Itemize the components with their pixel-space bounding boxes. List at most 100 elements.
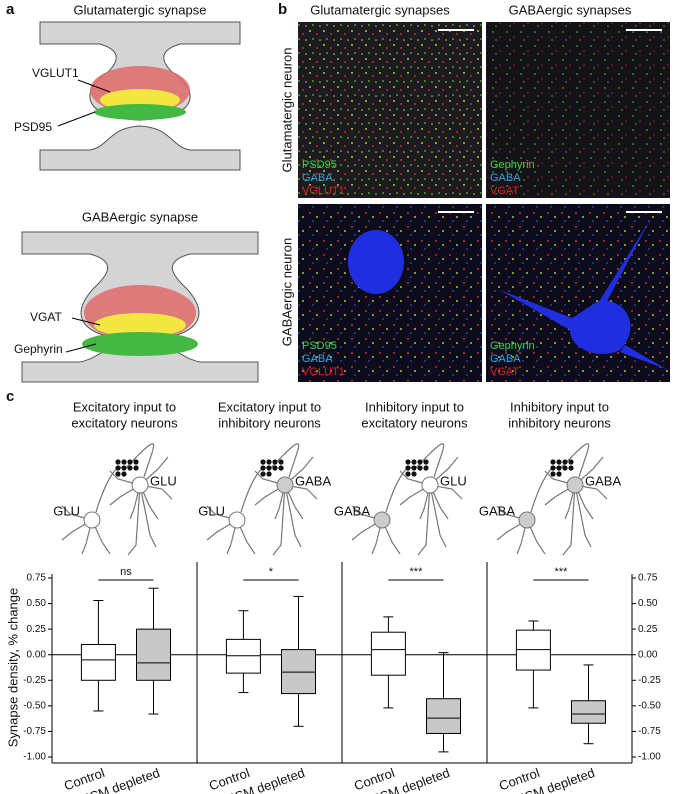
- channel-label: Gephyrin: [490, 159, 535, 171]
- dendrite: [496, 466, 560, 555]
- group-title: Excitatory input to: [218, 399, 321, 414]
- significance: ns: [120, 566, 132, 578]
- y-tick-label: -1.00: [23, 752, 46, 763]
- bouton: [272, 465, 278, 471]
- bouton: [121, 465, 127, 471]
- channel-label: PSD95: [302, 159, 337, 171]
- synapse-diagram: [21, 231, 259, 383]
- axon: [272, 456, 318, 556]
- y-axis-label: Synapse density, % change: [5, 588, 20, 747]
- micrograph: [298, 204, 482, 382]
- neuron-sketch: [206, 443, 318, 556]
- soma: [421, 476, 439, 494]
- y-tick-label: 0.75: [638, 573, 658, 584]
- cell-label: GABA: [585, 473, 621, 488]
- y-tick-label: -0.25: [23, 675, 46, 686]
- micrograph: [486, 22, 670, 198]
- bouton: [550, 465, 556, 471]
- box: [225, 638, 261, 674]
- dendrite: [206, 466, 270, 555]
- group-title: Inhibitory input to: [365, 399, 464, 414]
- bouton: [278, 459, 284, 465]
- soma: [228, 511, 246, 529]
- axon: [417, 456, 463, 556]
- channel-label: GABA: [490, 172, 521, 184]
- bouton: [127, 459, 133, 465]
- group-title: excitatory neurons: [361, 415, 468, 430]
- box: [370, 631, 406, 676]
- bouton: [411, 471, 417, 477]
- axon: [127, 456, 173, 556]
- soma: [518, 511, 536, 529]
- bouton: [411, 465, 417, 471]
- y-tick-label: -0.25: [638, 675, 661, 686]
- channel-label: VGLUT1: [302, 185, 345, 197]
- soma: [373, 511, 391, 529]
- bouton: [550, 459, 556, 465]
- dendrite: [109, 443, 159, 520]
- y-tick-label: 0.00: [27, 649, 47, 660]
- y-tick-label: 0.00: [638, 649, 658, 660]
- pointer: [71, 317, 101, 326]
- bouton: [115, 459, 121, 465]
- y-tick-label: 0.25: [27, 624, 47, 635]
- group-title: Excitatory input to: [73, 399, 176, 414]
- channel-label: Gephyrin: [490, 340, 535, 352]
- y-tick-label: 0.25: [638, 624, 658, 635]
- cell-label: GLU: [150, 473, 177, 488]
- channel-label: GABA: [490, 353, 521, 365]
- bouton: [127, 465, 133, 471]
- bouton: [568, 465, 574, 471]
- y-tick-label: 0.75: [27, 573, 47, 584]
- bouton: [556, 465, 562, 471]
- channel-label: PSD95: [302, 340, 337, 352]
- column-title: GABAergic synapses: [509, 2, 632, 17]
- y-tick-label: 0.50: [27, 598, 47, 609]
- bouton: [411, 459, 417, 465]
- column-title: Glutamatergic synapses: [310, 2, 450, 17]
- bouton: [405, 471, 411, 477]
- bouton: [405, 465, 411, 471]
- y-tick-label: -0.75: [638, 726, 661, 737]
- group-title: inhibitory neurons: [508, 415, 611, 430]
- dendrite: [544, 443, 594, 520]
- diagram-label: PSD95: [14, 120, 52, 134]
- diagram-label: Gephyrin: [14, 342, 63, 356]
- channel-label: VGLUT1: [302, 366, 345, 378]
- diagram-title: Glutamatergic synapse: [74, 2, 207, 17]
- neuron-sketch: [61, 443, 173, 556]
- cell-label: GABA: [479, 503, 515, 518]
- dendrite: [61, 466, 125, 555]
- bouton: [260, 471, 266, 477]
- row-title: Glutamatergic neuron: [279, 47, 294, 172]
- dendrite: [254, 443, 304, 520]
- panel-label: a: [6, 1, 15, 18]
- axon: [562, 456, 608, 556]
- diagram-label: VGLUT1: [32, 66, 79, 80]
- y-tick-label: -1.00: [638, 752, 661, 763]
- box: [281, 649, 316, 695]
- box: [426, 698, 461, 734]
- cell-label: GLU: [53, 503, 80, 518]
- bouton: [133, 459, 139, 465]
- bouton: [423, 459, 429, 465]
- bouton: [115, 471, 121, 477]
- soma: [566, 476, 584, 494]
- dendrite: [351, 466, 415, 555]
- y-tick-label: -0.50: [23, 700, 46, 711]
- bouton: [272, 459, 278, 465]
- box: [515, 629, 551, 671]
- cell-body: [348, 220, 668, 370]
- box: [571, 700, 606, 724]
- bouton: [133, 465, 139, 471]
- channel-label: GABA: [302, 353, 333, 365]
- bouton: [115, 465, 121, 471]
- neuron-sketch: [351, 443, 463, 556]
- bouton: [556, 459, 562, 465]
- synapse-diagram: [39, 21, 241, 171]
- soma: [83, 511, 101, 529]
- panel-label: c: [6, 388, 14, 405]
- pointer: [57, 111, 96, 127]
- group-title: inhibitory neurons: [218, 415, 321, 430]
